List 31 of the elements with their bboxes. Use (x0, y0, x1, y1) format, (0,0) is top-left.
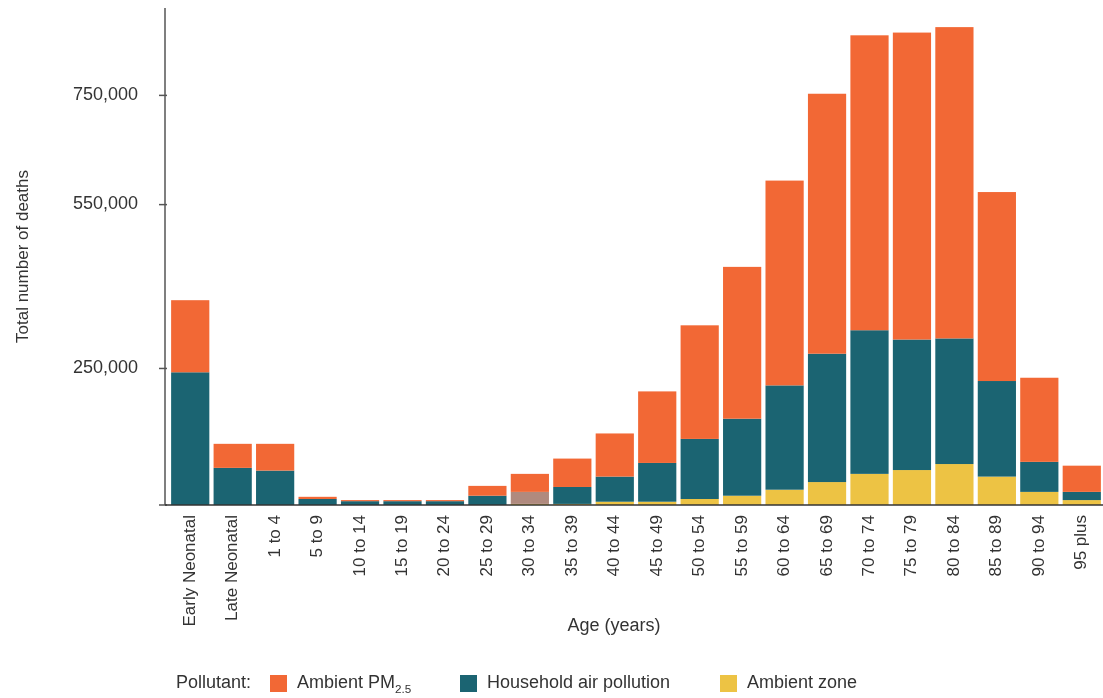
x-tick-label: 55 to 59 (731, 515, 751, 577)
x-tick-label: 95 plus (1071, 515, 1091, 570)
y-tick-label: 550,000 (72, 193, 138, 214)
x-tick-label: 60 to 64 (774, 515, 794, 577)
legend-title: Pollutant: (176, 671, 252, 692)
x-tick-label: 15 to 19 (391, 515, 411, 577)
x-tick-label: 75 to 79 (901, 515, 921, 577)
x-tick-label: Early Neonatal (179, 515, 199, 627)
y-axis-title: Total number of deaths (13, 170, 33, 343)
x-tick-label: 10 to 14 (349, 515, 369, 577)
legend-label: Ambient zone (747, 671, 858, 692)
y-tick-label: 250,000 (72, 357, 138, 378)
x-tick-label: 85 to 89 (986, 515, 1006, 577)
x-tick-label: 20 to 24 (434, 515, 454, 577)
x-tick-label: 30 to 34 (519, 515, 539, 577)
x-axis-title: Age (years) (567, 615, 661, 635)
x-tick-label: 50 to 54 (689, 515, 709, 577)
x-tick-label: 35 to 39 (561, 515, 581, 577)
x-tick-label: 65 to 69 (816, 515, 836, 577)
x-tick-label: Late Neonatal (222, 515, 242, 621)
x-tick-label: 5 to 9 (307, 515, 327, 558)
y-tick-label: 750,000 (72, 84, 138, 105)
legend-label: Household air pollution (487, 671, 671, 692)
x-tick-label: 45 to 49 (646, 515, 666, 577)
x-tick-label: 25 to 29 (476, 515, 496, 577)
legend-label: Ambient PM$_{2.5}$ (297, 671, 412, 695)
x-tick-label: 1 to 4 (264, 515, 284, 558)
x-tick-label: 80 to 84 (943, 515, 963, 577)
x-tick-label: 90 to 94 (1028, 515, 1048, 577)
x-tick-label: 40 to 44 (604, 515, 624, 577)
x-tick-label: 70 to 74 (858, 515, 878, 577)
